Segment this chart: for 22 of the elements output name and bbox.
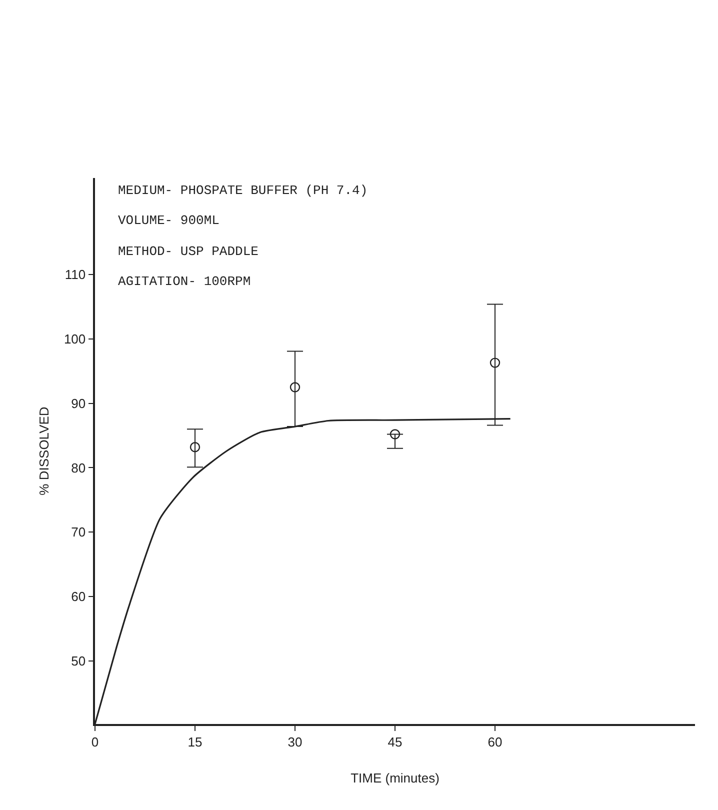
y-tick-label: 80 <box>71 460 86 476</box>
y-tick-label: 60 <box>71 589 86 604</box>
y-tick-label: 70 <box>71 524 86 540</box>
point <box>490 358 500 368</box>
y-tick-label: 110 <box>64 267 86 282</box>
annotation: VOLUME- 900ML <box>118 213 220 228</box>
x-tick-label: 30 <box>288 734 302 750</box>
x-tick-label: 15 <box>188 734 202 750</box>
y-axis-title: % DISSOLVED <box>36 406 52 496</box>
point <box>290 382 300 392</box>
x-tick-label: 45 <box>388 734 402 750</box>
point <box>190 442 200 452</box>
x-tick-label: 0 <box>91 734 99 750</box>
y-tick-label: 100 <box>64 332 86 347</box>
x-axis-title: TIME (minutes) <box>350 770 440 786</box>
annotation: AGITATION- 100RPM <box>118 274 251 289</box>
y-tick-label: 90 <box>71 396 86 411</box>
annotation: MEDIUM- PHOSPATE BUFFER (PH 7.4) <box>118 183 368 198</box>
point <box>390 429 400 440</box>
y-tick-label: 50 <box>71 653 86 668</box>
x-tick-label: 60 <box>488 734 502 750</box>
annotation: METHOD- USP PADDLE <box>118 244 259 259</box>
